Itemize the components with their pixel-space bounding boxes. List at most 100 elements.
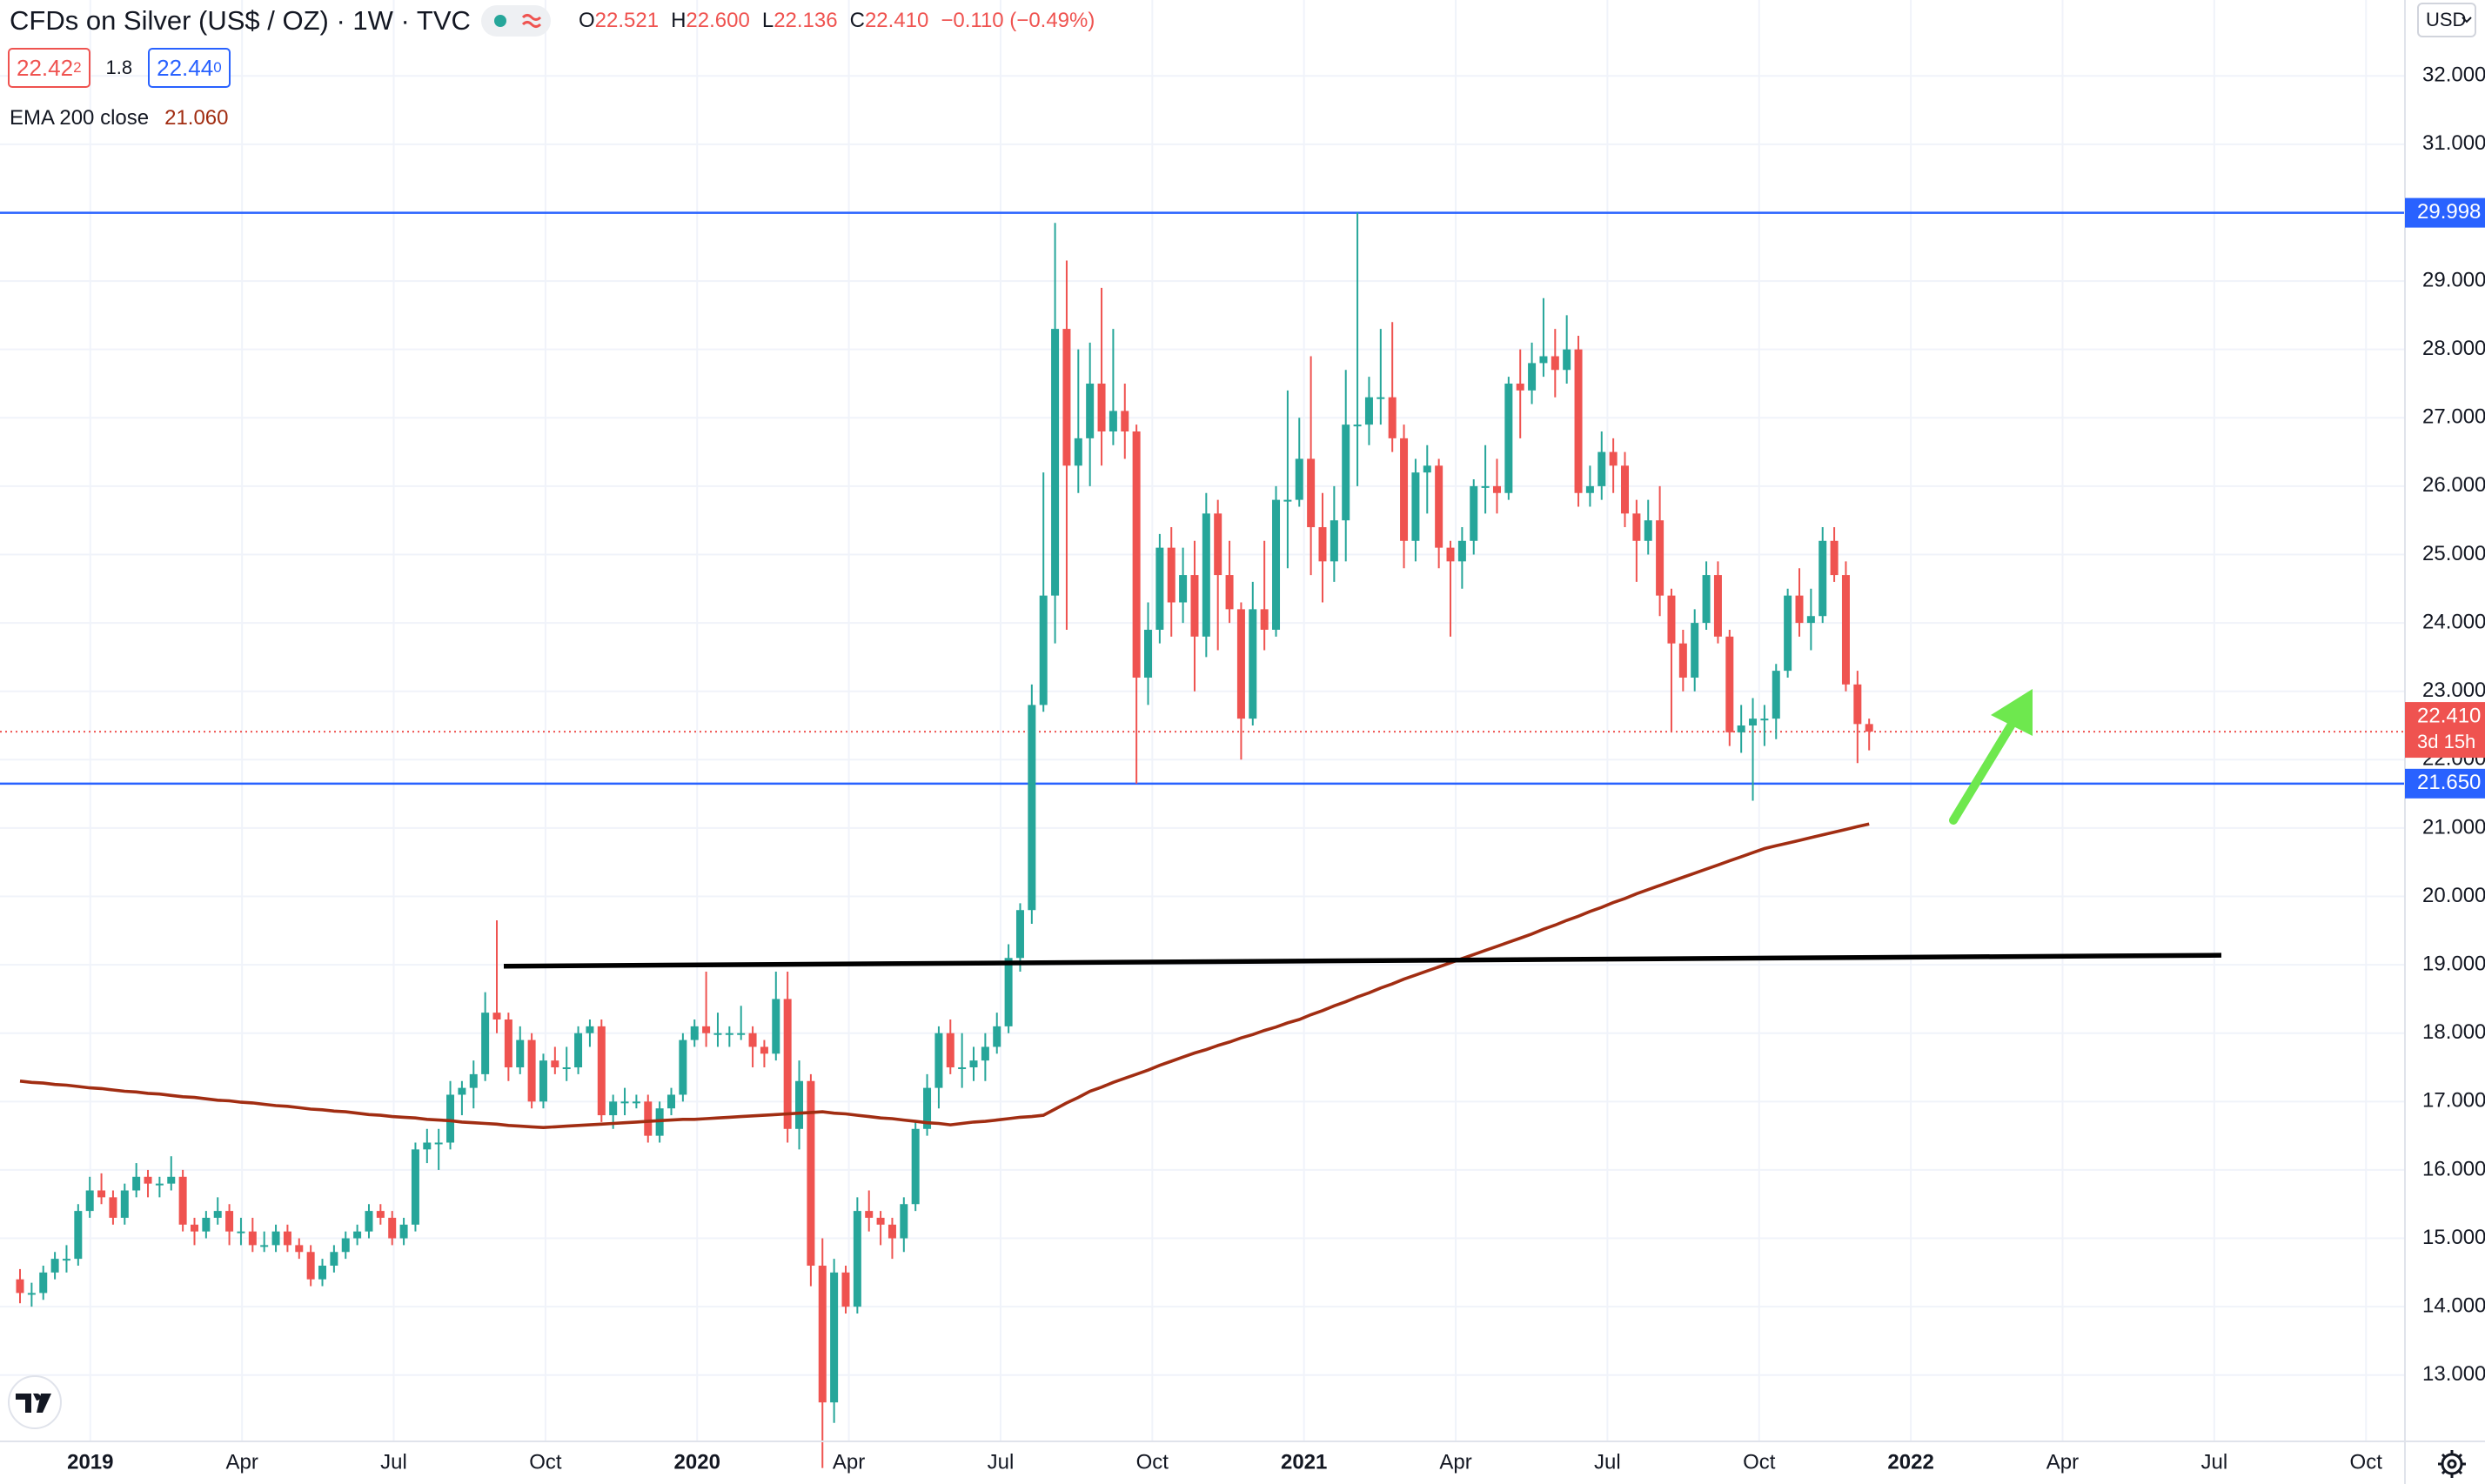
candle-body <box>958 1067 967 1070</box>
y-tick-label: 24.000 <box>2422 610 2485 633</box>
candle-body <box>1236 609 1245 719</box>
candle-body <box>353 1231 362 1239</box>
candle-body <box>1062 329 1071 466</box>
candle-body <box>1853 684 1862 725</box>
annotation-arrow <box>1949 689 2033 825</box>
candle-body <box>1806 616 1815 624</box>
ask-box[interactable]: 22.44 0 <box>148 48 231 88</box>
candle-body <box>1784 595 1792 672</box>
currency-label: USD <box>2426 9 2466 30</box>
candle-body <box>1376 397 1385 399</box>
y-tick-label: 16.000 <box>2422 1157 2485 1180</box>
trendline <box>503 953 2222 969</box>
candle-body <box>1283 499 1292 502</box>
y-tick-label: 15.000 <box>2422 1226 2485 1249</box>
candle-body <box>783 999 792 1129</box>
candle-body <box>841 1272 850 1307</box>
candle-body <box>1725 636 1734 732</box>
candle-body <box>132 1176 141 1191</box>
candle-body <box>1190 575 1199 637</box>
price-change: −0.110 (−0.49%) <box>941 9 1095 32</box>
candle-body <box>481 1013 490 1074</box>
candle-body <box>306 1252 315 1280</box>
candle-body <box>1411 472 1420 541</box>
candle-body <box>516 1039 525 1068</box>
candle-body <box>1539 356 1548 364</box>
candle-body <box>1678 643 1687 678</box>
candle-body <box>562 1067 571 1070</box>
candle-body <box>969 1060 978 1068</box>
candle-body <box>1249 609 1257 719</box>
candle-body <box>283 1231 291 1246</box>
bid-tail: 2 <box>73 59 82 76</box>
candle-body <box>295 1245 304 1253</box>
candle-body <box>1028 705 1036 911</box>
countdown-label: 3d 15h <box>2417 731 2475 752</box>
y-tick-label: 19.000 <box>2422 952 2485 975</box>
candle-body <box>1492 485 1501 493</box>
price-label: 21.650 <box>2417 771 2481 794</box>
candle-body <box>388 1217 397 1239</box>
candle-body <box>1167 547 1176 603</box>
candle-body <box>1865 724 1873 732</box>
y-tick-label: 31.000 <box>2422 131 2485 155</box>
ask-tail: 0 <box>213 59 222 76</box>
ohlc-value: 22.600 <box>686 9 750 32</box>
candle-body <box>434 1142 443 1145</box>
candle-body <box>504 1019 512 1068</box>
y-tick-label: 26.000 <box>2422 473 2485 497</box>
x-tick-label: 2019 <box>67 1450 113 1474</box>
candle-body <box>260 1245 269 1247</box>
candle-body <box>1039 595 1048 705</box>
x-tick-label: Jul <box>1594 1450 1621 1474</box>
currency-dropdown[interactable]: USD <box>2417 3 2476 37</box>
candle-body <box>446 1094 455 1143</box>
quote-row: 22.42 2 1.8 22.44 0 <box>8 48 231 88</box>
candle-body <box>144 1176 152 1184</box>
candle-body <box>993 1026 1001 1047</box>
bid-box[interactable]: 22.42 2 <box>8 48 90 88</box>
candle-body <box>1004 958 1013 1026</box>
candle-body <box>1295 458 1303 500</box>
candle-body <box>1713 575 1722 637</box>
candle-body <box>1528 363 1537 391</box>
ema-label[interactable]: EMA 200 close <box>10 106 150 130</box>
candle-body <box>50 1259 59 1273</box>
y-tick-label: 18.000 <box>2422 1020 2485 1044</box>
candle-body <box>1841 575 1850 685</box>
candle-body <box>1749 719 1758 726</box>
candle-body <box>97 1190 106 1198</box>
x-tick-label: Jul <box>988 1450 1015 1474</box>
candle-body <box>923 1087 932 1129</box>
candle-body <box>1760 719 1769 721</box>
candle-body <box>1074 438 1082 466</box>
candle-body <box>62 1259 70 1261</box>
candle-body <box>888 1224 896 1239</box>
x-tick-label: Jul <box>380 1450 407 1474</box>
symbol-title[interactable]: CFDs on Silver (US$ / OZ) · 1W · TVC <box>10 5 471 36</box>
x-tick-label: 2021 <box>1281 1450 1327 1474</box>
ohlc-key: H <box>671 9 687 32</box>
candle-body <box>1132 431 1141 678</box>
ema-line <box>19 822 1870 1130</box>
candle-body <box>1109 411 1117 431</box>
candle-body <box>620 1101 629 1104</box>
settings-icon[interactable] <box>2438 1450 2466 1478</box>
candle-body <box>167 1176 176 1184</box>
logo[interactable] <box>8 1375 62 1429</box>
candle-body <box>644 1101 653 1136</box>
candle-body <box>586 1026 594 1033</box>
x-tick-label: Jul <box>2201 1450 2228 1474</box>
status-pill[interactable] <box>481 5 551 37</box>
candle-body <box>1086 383 1095 438</box>
candle-body <box>900 1204 908 1239</box>
candle-body <box>1644 520 1652 541</box>
candle-body <box>1423 465 1431 473</box>
candle-body <box>109 1197 117 1218</box>
candle-body <box>737 1033 746 1035</box>
candle-body <box>865 1211 874 1218</box>
candle-body <box>1667 595 1676 644</box>
candle-body <box>818 1265 827 1403</box>
candle-body <box>423 1142 432 1150</box>
